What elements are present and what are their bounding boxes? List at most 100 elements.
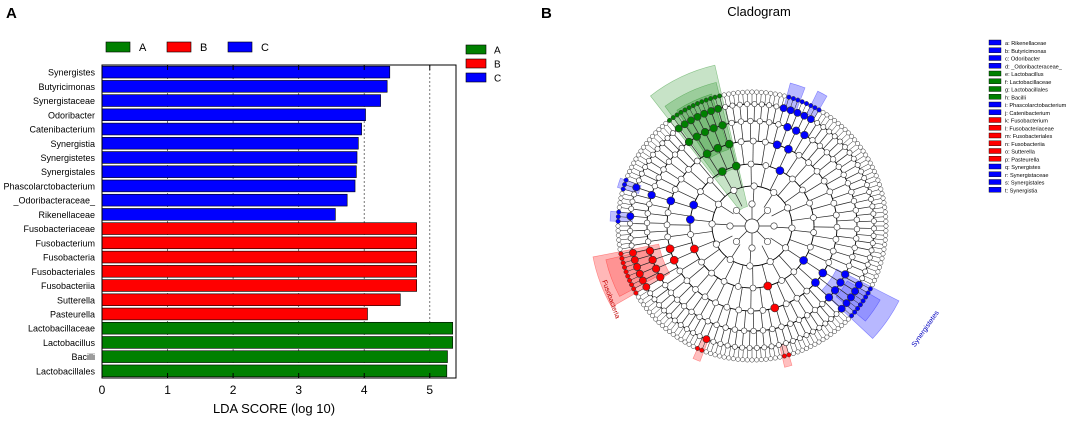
x-tick-label: 0 xyxy=(99,383,106,397)
legend-swatch xyxy=(988,156,1002,162)
category-label: _Odoribacteraceae_ xyxy=(12,196,96,206)
panel-label-b: B xyxy=(541,5,552,22)
legend-swatch xyxy=(105,41,131,53)
taxon-node xyxy=(829,247,837,255)
taxon-node xyxy=(770,222,778,230)
branch xyxy=(683,290,698,307)
branch xyxy=(699,299,710,318)
leaf-node xyxy=(616,204,622,210)
legend-swatch xyxy=(988,109,1002,115)
taxon-node xyxy=(731,343,738,350)
legend-label: t: Synergistia xyxy=(1005,188,1038,194)
taxon-node xyxy=(775,342,782,348)
leaf-node xyxy=(686,341,692,347)
taxon-node xyxy=(870,210,877,217)
leaf-node xyxy=(828,115,834,121)
taxon-node xyxy=(759,306,767,314)
taxon-node xyxy=(654,145,661,152)
legend-swatch xyxy=(988,148,1002,154)
branch xyxy=(811,202,834,210)
leaf-node xyxy=(772,91,778,97)
legend-swatch xyxy=(988,117,1002,123)
legend-label: a: Rikenellaceae xyxy=(1005,41,1046,47)
leaf-node xyxy=(656,127,662,133)
branch xyxy=(777,178,793,196)
taxon-node xyxy=(790,338,796,344)
branch xyxy=(680,178,701,193)
leaf-node xyxy=(641,302,647,308)
leaf-node xyxy=(845,316,851,322)
leaf-node xyxy=(631,160,637,166)
leaf-node xyxy=(635,152,641,158)
leaf-node xyxy=(883,228,889,234)
taxon-node xyxy=(700,127,710,137)
category-label: Catenibacterium xyxy=(29,125,95,135)
taxon-node xyxy=(686,215,695,224)
taxon-node xyxy=(660,166,667,173)
taxon-node xyxy=(680,120,689,129)
leaf-node xyxy=(786,352,792,358)
legend-swatch xyxy=(988,101,1002,108)
leaf-node xyxy=(620,186,626,192)
leaf-node xyxy=(629,282,635,288)
taxon-node xyxy=(835,163,842,170)
taxon-node xyxy=(701,293,709,301)
legend-label: o: Sutterella xyxy=(1005,150,1036,156)
leaf-node xyxy=(740,357,746,363)
branch xyxy=(782,304,791,324)
taxon-node xyxy=(737,118,745,125)
clade-highlight-butyricimonas xyxy=(806,90,828,119)
cladogram-legend: a: Rikenellaceae b: Butyricimonas c: Odori… xyxy=(988,39,1067,194)
branch xyxy=(670,279,687,293)
leaf-node xyxy=(622,182,628,188)
right-legend: ABC xyxy=(465,44,501,85)
leaf-node xyxy=(690,103,696,109)
taxon-node xyxy=(671,151,679,158)
x-tick-label: 4 xyxy=(361,383,368,397)
category-label: Lactobacillus xyxy=(43,338,96,348)
taxon-node xyxy=(730,186,738,194)
taxon-node xyxy=(795,316,803,324)
leaf-node xyxy=(623,177,629,183)
taxon-node xyxy=(708,220,716,228)
taxon-node xyxy=(627,235,634,242)
leaf-node xyxy=(616,237,622,243)
taxon-node xyxy=(737,138,745,146)
branch xyxy=(667,233,691,238)
taxon-node xyxy=(664,135,671,141)
branch xyxy=(812,152,828,167)
taxon-node xyxy=(692,286,699,293)
bar xyxy=(101,236,417,250)
taxon-node xyxy=(739,344,746,351)
leaf-node xyxy=(860,148,866,154)
leaf-node xyxy=(674,334,680,340)
taxon-node xyxy=(775,166,785,175)
category-label: Lactobacillales xyxy=(36,366,96,376)
root-node xyxy=(744,218,760,234)
branch xyxy=(725,308,731,328)
legend-swatch xyxy=(988,132,1002,139)
branch xyxy=(813,235,837,240)
leaf-node xyxy=(876,264,882,270)
category-label: Fusobacteriia xyxy=(41,281,95,291)
leaf-node xyxy=(649,313,655,319)
bar xyxy=(101,307,368,321)
taxon-node xyxy=(718,121,727,130)
bar xyxy=(101,293,401,306)
branch xyxy=(808,191,830,202)
taxon-node xyxy=(762,162,770,169)
leaf-node xyxy=(735,90,741,96)
taxon-node xyxy=(635,269,644,278)
leaf-node xyxy=(617,246,623,252)
branch xyxy=(686,265,705,282)
taxon-node xyxy=(671,317,678,324)
taxon-node xyxy=(844,180,852,187)
taxon-node xyxy=(749,284,757,292)
taxon-node xyxy=(811,306,819,314)
category-label: Synergistia xyxy=(50,139,95,149)
leaf-node xyxy=(867,286,873,292)
leaf-node xyxy=(786,94,792,100)
category-label: Phascolarctobacterium xyxy=(3,181,95,191)
taxon-node xyxy=(768,343,775,350)
